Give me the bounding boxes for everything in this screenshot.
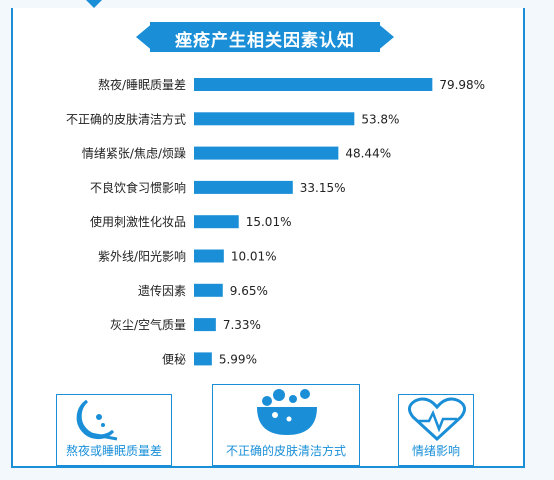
bar [194, 352, 212, 366]
value-label: 9.65% [230, 284, 268, 298]
icon-card-cleansing: 不正确的皮肤清洁方式 [212, 384, 360, 466]
bar [194, 249, 224, 263]
category-label: 灰尘/空气质量 [110, 317, 186, 332]
icon-card-emotion: 情绪影响 [398, 394, 474, 466]
icon-label-cleansing: 不正确的皮肤清洁方式 [225, 444, 346, 458]
category-label: 情绪紧张/焦虑/烦躁 [82, 147, 186, 161]
category-label: 遗传因素 [138, 283, 186, 298]
bar [194, 283, 223, 297]
bar [194, 318, 216, 332]
top-tick-decoration [86, 0, 102, 8]
value-label: 7.33% [223, 318, 261, 332]
value-label: 53.8% [361, 112, 399, 126]
heart-pulse-icon [408, 397, 466, 442]
bar [194, 146, 339, 160]
category-label: 使用刺激性化妆品 [90, 214, 186, 229]
category-label: 熬夜/睡眠质量差 [98, 77, 186, 92]
category-label: 不良饮食习惯影响 [90, 180, 186, 195]
value-label: 33.15% [300, 181, 346, 195]
bar [194, 180, 293, 194]
value-label: 48.44% [345, 147, 391, 161]
icon-label-sleep: 熬夜或睡眠质量差 [65, 444, 162, 458]
category-label: 便秘 [162, 352, 186, 366]
bubble-bowl-icon [257, 389, 317, 435]
value-label: 79.98% [439, 78, 485, 92]
title-banner-background [136, 22, 394, 52]
moon-sleep-icon [76, 399, 118, 441]
bar-chart: 熬夜/睡眠质量差 79.98% 不正确的皮肤清洁方式 53.8% 情绪紧张/焦虑/烦躁 4… [66, 77, 485, 366]
chart-title: 痤疮产生相关因素认知 [175, 31, 355, 51]
bar [194, 112, 355, 126]
value-label: 5.99% [219, 352, 257, 366]
category-label: 紫外线/阳光影响 [98, 249, 186, 264]
value-label: 10.01% [231, 250, 277, 264]
icon-row: 熬夜或睡眠质量差 不正确的皮肤清洁方式 情绪影响 [46, 384, 486, 468]
bar [194, 215, 239, 229]
value-label: 15.01% [246, 215, 292, 229]
icon-card-sleep: 熬夜或睡眠质量差 [56, 394, 172, 466]
category-label: 不正确的皮肤清洁方式 [66, 111, 186, 126]
icon-label-emotion: 情绪影响 [411, 444, 460, 458]
title-banner: 痤疮产生相关因素认知 [136, 22, 394, 52]
bar [194, 78, 433, 91]
